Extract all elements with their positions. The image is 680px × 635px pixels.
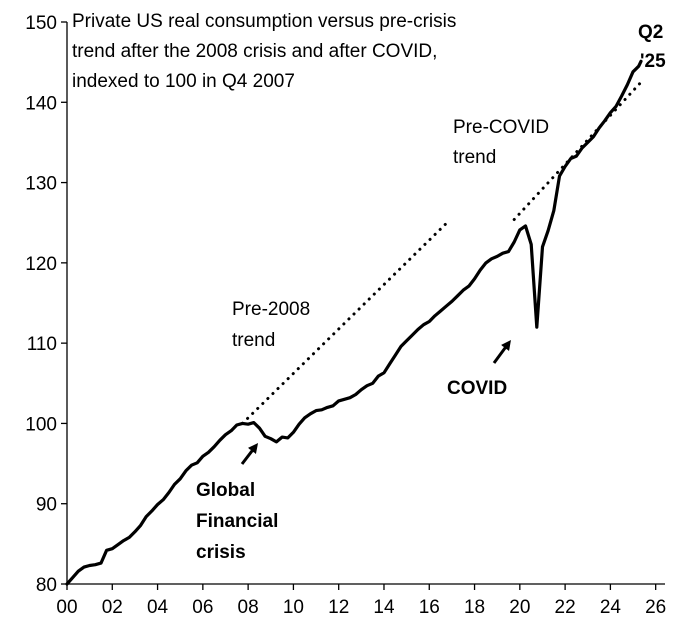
x-ticks: 00 02 04 06 08 10 12 14 16 18 20 22 24 26 <box>56 584 666 618</box>
x-tick-label: 10 <box>283 597 304 618</box>
x-tick-label: 00 <box>56 597 77 618</box>
x-tick-label: 08 <box>238 597 259 618</box>
y-tick-label: 150 <box>25 13 57 34</box>
x-tick-label: 16 <box>419 597 440 618</box>
covid-label: COVID <box>447 378 507 399</box>
pre-2008-trend-label-2: trend <box>232 330 275 351</box>
gfc-label-3: crisis <box>196 542 246 563</box>
x-tick-label: 24 <box>600 597 622 618</box>
end-label-q2: Q2 <box>638 22 663 43</box>
chart-title-line-2: trend after the 2008 crisis and after CO… <box>72 41 437 62</box>
x-tick-label: 04 <box>147 597 169 618</box>
gfc-label-2: Financial <box>196 511 278 532</box>
pre-covid-trend-label-2: trend <box>453 147 496 168</box>
x-tick-label: 06 <box>192 597 213 618</box>
y-tick-label: 110 <box>27 334 57 355</box>
gfc-arrow <box>240 443 259 465</box>
y-tick-label: 100 <box>25 414 57 435</box>
y-tick-label: 140 <box>25 93 57 114</box>
x-tick-label: 14 <box>373 597 395 618</box>
pre-covid-trend-label-1: Pre-COVID <box>453 117 549 138</box>
x-tick-label: 22 <box>555 597 576 618</box>
covid-arrow <box>492 339 511 364</box>
x-tick-label: 20 <box>509 597 530 618</box>
gfc-label-1: Global <box>196 480 255 501</box>
y-ticks: 80 90 100 110 120 130 140 150 <box>25 13 67 596</box>
series-pre-2008-trend <box>241 222 448 425</box>
x-tick-label: 12 <box>328 597 349 618</box>
x-tick-label: 18 <box>464 597 485 618</box>
x-tick-label: 26 <box>645 597 666 618</box>
chart-title-line-1: Private US real consumption versus pre-c… <box>72 11 456 32</box>
y-tick-label: 90 <box>36 495 57 516</box>
y-tick-label: 120 <box>25 254 57 275</box>
x-tick-label: 02 <box>102 597 123 618</box>
y-tick-label: 80 <box>36 575 57 596</box>
end-label-year: '25 <box>640 51 666 72</box>
series-pre-covid-trend <box>512 80 643 221</box>
pre-2008-trend-label-1: Pre-2008 <box>232 299 310 320</box>
y-tick-label: 130 <box>25 174 57 195</box>
series-consumption <box>65 59 643 586</box>
chart-title-line-3: indexed to 100 in Q4 2007 <box>72 71 295 92</box>
